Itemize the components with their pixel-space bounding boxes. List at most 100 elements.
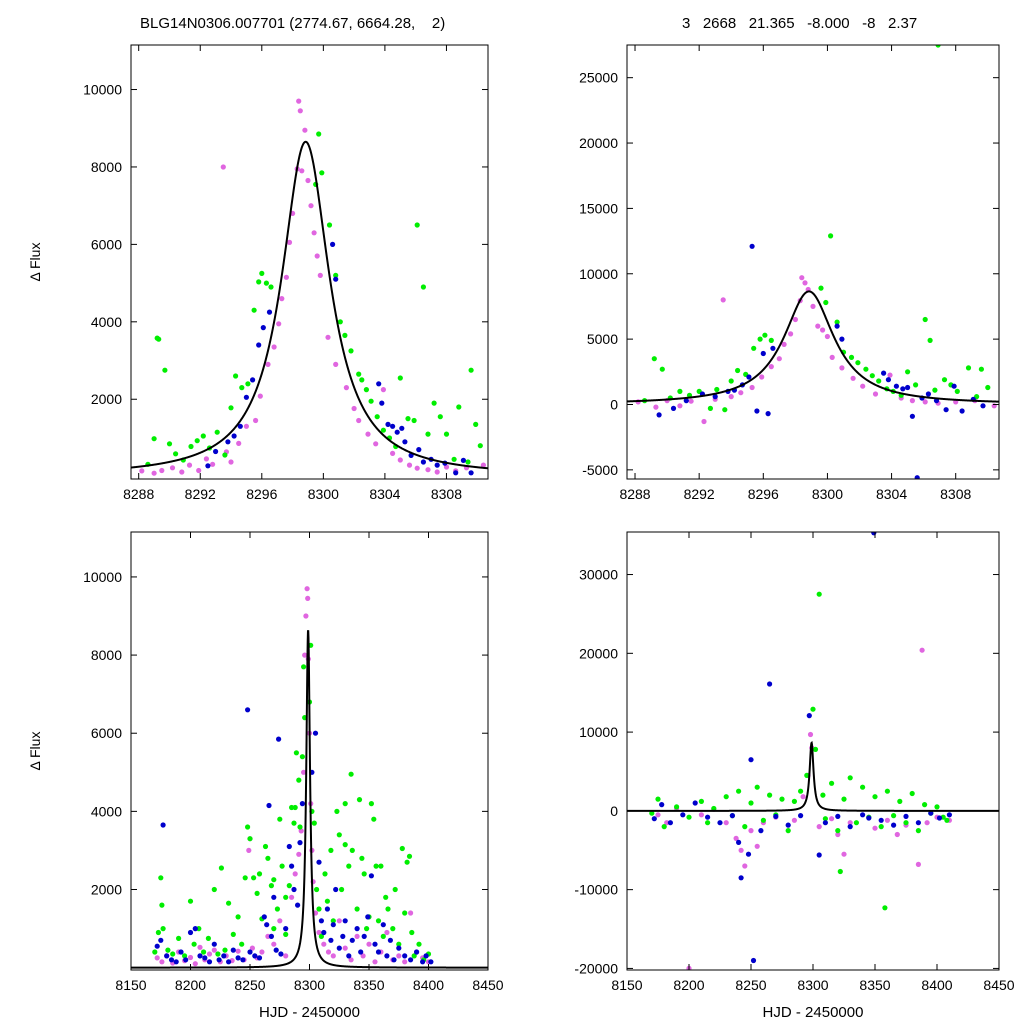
- x-tick-label: 8292: [185, 486, 216, 502]
- data-point-magenta: [480, 462, 486, 468]
- header-left-label: BLG14N0306.007701 (2774.67, 6664.28, 2): [140, 15, 446, 32]
- data-point-blue: [959, 408, 965, 414]
- data-point-magenta: [390, 450, 396, 456]
- data-point-green: [268, 284, 274, 290]
- data-point-green: [297, 824, 303, 830]
- data-point-magenta: [206, 951, 213, 957]
- data-point-magenta: [738, 390, 744, 396]
- data-point-magenta: [316, 929, 322, 936]
- data-point-green: [364, 926, 370, 932]
- data-point-magenta: [664, 820, 670, 826]
- data-point-green: [356, 797, 363, 803]
- data-point-magenta: [829, 354, 835, 360]
- y-tick-label: 10000: [83, 569, 122, 585]
- data-point-magenta: [380, 387, 386, 393]
- y-tick-label: 6000: [91, 725, 122, 741]
- data-point-green: [649, 810, 655, 816]
- data-point-magenta: [286, 239, 293, 245]
- data-point-blue: [749, 243, 755, 249]
- data-point-green: [328, 847, 334, 854]
- data-point-blue: [213, 448, 219, 455]
- data-point-green: [151, 436, 157, 442]
- data-point-blue: [765, 411, 771, 417]
- data-point-green: [742, 824, 748, 830]
- data-point-magenta: [824, 333, 831, 340]
- data-point-blue: [420, 959, 426, 965]
- data-point-green: [414, 222, 420, 228]
- data-point-magenta: [738, 847, 744, 853]
- data-point-magenta: [317, 272, 323, 278]
- data-point-magenta: [788, 331, 794, 337]
- panel-bottom-right: 8150 8200 8250 8300 8350 8400 8450 -20000 -10000…: [574, 531, 1015, 1021]
- data-point-blue: [839, 336, 845, 342]
- data-point-green: [274, 906, 280, 912]
- data-point-blue: [160, 822, 166, 828]
- data-point-blue: [408, 957, 414, 963]
- data-point-green: [655, 796, 661, 802]
- data-point-blue: [183, 957, 189, 963]
- data-point-green: [158, 875, 164, 881]
- data-point-green: [891, 813, 897, 819]
- data-point-magenta: [336, 918, 342, 924]
- data-point-blue: [268, 933, 274, 940]
- data-point-green: [674, 804, 680, 810]
- x-tick-label: 8288: [619, 486, 650, 502]
- data-point-green: [404, 859, 410, 865]
- data-point-magenta: [922, 399, 928, 405]
- data-point-green: [798, 788, 804, 794]
- data-point-blue: [349, 937, 355, 943]
- data-point-green: [247, 836, 253, 842]
- data-point-green: [235, 914, 241, 920]
- data-point-green: [218, 865, 224, 871]
- data-point-green: [779, 796, 785, 802]
- data-point-blue: [252, 953, 258, 959]
- x-tick-label: 8288: [123, 486, 154, 502]
- data-point-magenta: [186, 462, 193, 468]
- data-point-blue: [324, 906, 330, 912]
- data-point-blue: [750, 957, 757, 964]
- y-tick-label: 25000: [579, 70, 618, 86]
- data-point-blue: [712, 394, 718, 400]
- data-point-magenta: [308, 203, 314, 209]
- data-point-magenta: [728, 394, 734, 400]
- x-axis-label: HJD - 2450000: [763, 1004, 864, 1021]
- plot-area: [627, 45, 999, 479]
- data-point-green: [385, 906, 391, 912]
- data-point-green: [863, 366, 869, 372]
- data-point-blue: [235, 955, 241, 961]
- data-point-blue: [881, 370, 887, 376]
- data-point-green: [748, 800, 754, 806]
- data-point-green: [431, 400, 437, 406]
- data-point-magenta: [299, 168, 305, 174]
- data-point-green: [380, 427, 386, 433]
- data-point-green: [396, 941, 402, 947]
- data-point-green: [342, 801, 348, 807]
- data-point-blue: [834, 323, 840, 329]
- data-point-blue: [760, 350, 766, 357]
- data-point-green: [293, 750, 299, 756]
- data-point-blue: [928, 810, 934, 816]
- data-point-green: [291, 820, 297, 826]
- model-curve: [627, 740, 999, 812]
- x-tick-label: 8250: [234, 977, 265, 993]
- data-point-green: [818, 285, 824, 291]
- data-point-magenta: [810, 303, 816, 309]
- data-point-magenta: [249, 945, 255, 951]
- data-point-magenta: [325, 949, 332, 955]
- data-point-green: [342, 332, 348, 338]
- x-tick-label: 8308: [431, 486, 462, 502]
- data-point-magenta: [816, 824, 822, 830]
- data-point-blue: [866, 815, 872, 821]
- data-point-green: [354, 906, 360, 912]
- header-right-label: 3 2668 21.365 -8.000 -8 2.37: [682, 15, 918, 32]
- data-point-green: [242, 875, 248, 881]
- data-point-magenta: [187, 954, 194, 961]
- panel-top-right: 8288 8292 8296 8300 8304 8308 -5000 0 5000 10000 1…: [579, 44, 1000, 502]
- data-point-green: [932, 387, 938, 393]
- data-point-blue: [368, 873, 374, 879]
- x-tick-label: 8296: [246, 486, 277, 502]
- data-point-green: [170, 951, 176, 957]
- plot-area: [131, 586, 488, 969]
- data-point-magenta: [991, 403, 997, 409]
- data-point-magenta: [800, 794, 806, 800]
